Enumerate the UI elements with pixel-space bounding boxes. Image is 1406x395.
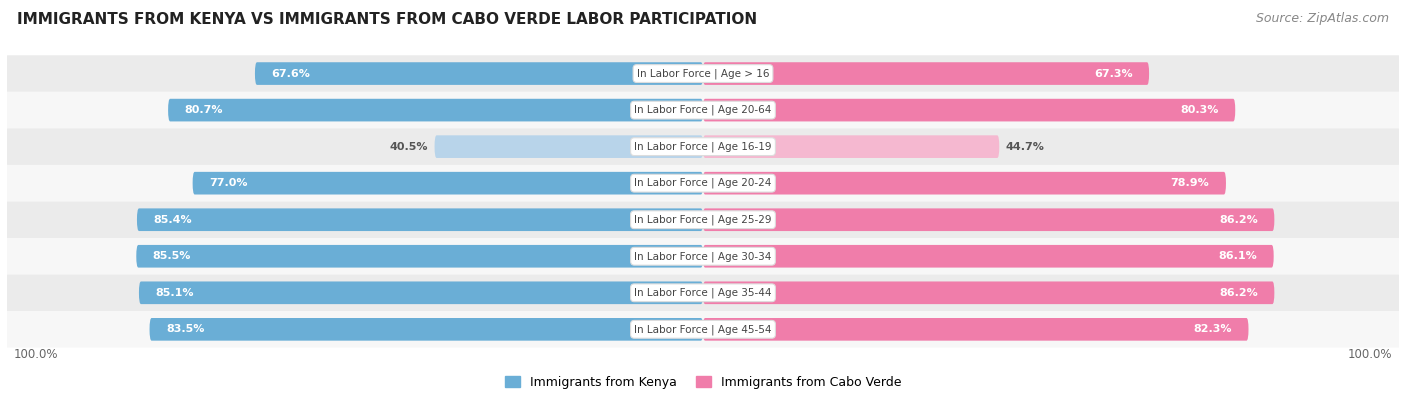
Text: 85.5%: 85.5% (153, 251, 191, 261)
Text: 67.3%: 67.3% (1094, 69, 1132, 79)
Text: 40.5%: 40.5% (389, 142, 427, 152)
Text: 80.3%: 80.3% (1180, 105, 1219, 115)
Text: 83.5%: 83.5% (166, 324, 204, 334)
FancyBboxPatch shape (149, 318, 703, 340)
FancyBboxPatch shape (254, 62, 703, 85)
Text: 44.7%: 44.7% (1005, 142, 1045, 152)
FancyBboxPatch shape (703, 318, 1249, 340)
Text: 86.2%: 86.2% (1219, 215, 1258, 225)
FancyBboxPatch shape (139, 282, 703, 304)
Legend: Immigrants from Kenya, Immigrants from Cabo Verde: Immigrants from Kenya, Immigrants from C… (501, 371, 905, 394)
FancyBboxPatch shape (7, 201, 1399, 238)
FancyBboxPatch shape (7, 128, 1399, 165)
Text: Source: ZipAtlas.com: Source: ZipAtlas.com (1256, 12, 1389, 25)
FancyBboxPatch shape (703, 209, 1274, 231)
Text: IMMIGRANTS FROM KENYA VS IMMIGRANTS FROM CABO VERDE LABOR PARTICIPATION: IMMIGRANTS FROM KENYA VS IMMIGRANTS FROM… (17, 12, 756, 27)
FancyBboxPatch shape (7, 238, 1399, 275)
FancyBboxPatch shape (169, 99, 703, 121)
Text: 100.0%: 100.0% (14, 348, 58, 361)
FancyBboxPatch shape (703, 62, 1149, 85)
Text: 85.1%: 85.1% (156, 288, 194, 298)
FancyBboxPatch shape (703, 245, 1274, 267)
Text: 85.4%: 85.4% (153, 215, 193, 225)
FancyBboxPatch shape (434, 135, 703, 158)
Text: In Labor Force | Age 35-44: In Labor Force | Age 35-44 (634, 288, 772, 298)
FancyBboxPatch shape (193, 172, 703, 194)
Text: In Labor Force | Age 45-54: In Labor Force | Age 45-54 (634, 324, 772, 335)
FancyBboxPatch shape (703, 172, 1226, 194)
FancyBboxPatch shape (7, 92, 1399, 128)
FancyBboxPatch shape (703, 135, 1000, 158)
Text: 67.6%: 67.6% (271, 69, 311, 79)
Text: 86.1%: 86.1% (1219, 251, 1257, 261)
FancyBboxPatch shape (7, 275, 1399, 311)
FancyBboxPatch shape (136, 245, 703, 267)
Text: 86.2%: 86.2% (1219, 288, 1258, 298)
FancyBboxPatch shape (703, 282, 1274, 304)
Text: In Labor Force | Age 16-19: In Labor Force | Age 16-19 (634, 141, 772, 152)
Text: In Labor Force | Age 20-64: In Labor Force | Age 20-64 (634, 105, 772, 115)
FancyBboxPatch shape (136, 209, 703, 231)
Text: 78.9%: 78.9% (1171, 178, 1209, 188)
Text: 82.3%: 82.3% (1194, 324, 1232, 334)
FancyBboxPatch shape (703, 99, 1236, 121)
Text: In Labor Force | Age 30-34: In Labor Force | Age 30-34 (634, 251, 772, 261)
FancyBboxPatch shape (7, 311, 1399, 348)
FancyBboxPatch shape (7, 165, 1399, 201)
Text: 80.7%: 80.7% (184, 105, 224, 115)
Text: In Labor Force | Age 20-24: In Labor Force | Age 20-24 (634, 178, 772, 188)
FancyBboxPatch shape (7, 55, 1399, 92)
Text: In Labor Force | Age > 16: In Labor Force | Age > 16 (637, 68, 769, 79)
Text: 77.0%: 77.0% (209, 178, 247, 188)
Text: 100.0%: 100.0% (1348, 348, 1392, 361)
Text: In Labor Force | Age 25-29: In Labor Force | Age 25-29 (634, 214, 772, 225)
